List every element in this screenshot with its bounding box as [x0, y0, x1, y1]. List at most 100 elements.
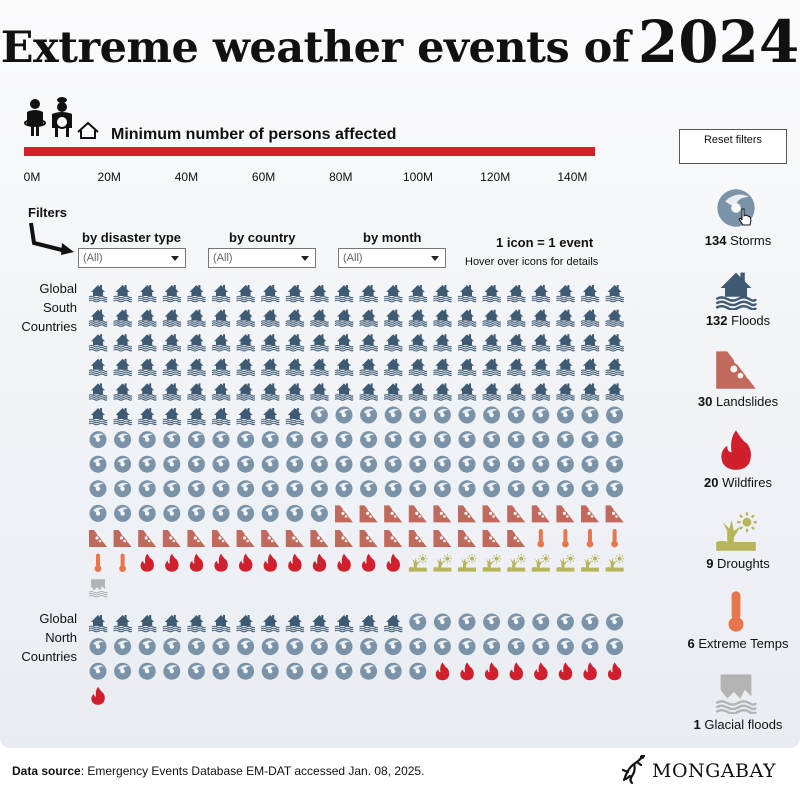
flood-icon[interactable] — [187, 285, 206, 303]
landslide-icon[interactable] — [408, 530, 427, 547]
wildfire-icon[interactable] — [583, 662, 597, 681]
landslide-icon[interactable] — [433, 530, 452, 547]
flood-icon[interactable] — [433, 285, 452, 303]
flood-icon[interactable] — [408, 334, 428, 352]
landslide-icon[interactable] — [187, 530, 206, 547]
storm-icon[interactable] — [556, 480, 574, 498]
storm-icon[interactable] — [310, 662, 328, 680]
landslide-icon[interactable] — [482, 530, 501, 547]
flood-icon[interactable] — [482, 334, 502, 352]
drought-icon[interactable] — [408, 554, 428, 572]
storm-icon[interactable] — [507, 455, 525, 473]
storm-icon[interactable] — [237, 455, 255, 473]
flood-icon[interactable] — [236, 285, 256, 303]
storm-icon[interactable] — [212, 480, 230, 498]
storm-icon[interactable] — [360, 406, 378, 424]
thermometer-icon[interactable] — [119, 553, 126, 572]
wildfire-icon[interactable] — [288, 553, 302, 572]
storm-icon[interactable] — [335, 662, 353, 680]
storm-icon[interactable] — [458, 613, 476, 631]
legend-item-storm[interactable]: 134 Storms — [676, 186, 796, 266]
flood-icon[interactable] — [580, 309, 600, 327]
storm-icon[interactable] — [606, 455, 624, 473]
storm-icon[interactable] — [261, 431, 279, 449]
flood-icon[interactable] — [236, 358, 256, 377]
flood-icon[interactable] — [383, 358, 403, 377]
storm-icon[interactable] — [483, 480, 501, 498]
flood-icon[interactable] — [359, 615, 379, 633]
flood-icon[interactable] — [408, 309, 428, 327]
storm-icon[interactable] — [581, 455, 599, 473]
filter-country-select[interactable]: (All) — [208, 248, 316, 268]
storm-icon[interactable] — [163, 504, 181, 522]
storm-icon[interactable] — [409, 406, 427, 424]
legend-item-wildfire[interactable]: 20 Wildfires — [676, 428, 796, 508]
flood-icon[interactable] — [113, 334, 133, 352]
flood-icon[interactable] — [482, 309, 502, 327]
flood-icon[interactable] — [580, 358, 600, 377]
flood-icon[interactable] — [285, 408, 305, 426]
storm-icon[interactable] — [89, 455, 107, 473]
storm-icon[interactable] — [187, 455, 205, 473]
wildfire-icon[interactable] — [337, 553, 351, 572]
filter-month-select[interactable]: (All) — [338, 248, 446, 268]
landslide-icon[interactable] — [556, 505, 575, 523]
storm-icon[interactable] — [433, 431, 451, 449]
flood-icon[interactable] — [408, 358, 428, 377]
flood-icon[interactable] — [88, 408, 108, 426]
flood-icon[interactable] — [162, 408, 182, 426]
storm-icon[interactable] — [335, 480, 353, 498]
storm-icon[interactable] — [384, 455, 402, 473]
flood-icon[interactable] — [408, 383, 428, 401]
storm-icon[interactable] — [286, 662, 304, 680]
thermometer-icon[interactable] — [586, 529, 594, 548]
landslide-icon[interactable] — [236, 530, 255, 547]
legend-item-landslide[interactable]: 30 Landslides — [676, 347, 796, 427]
storm-icon[interactable] — [556, 613, 574, 631]
flood-icon[interactable] — [482, 285, 502, 303]
storm-icon[interactable] — [163, 431, 181, 449]
wildfire-icon[interactable] — [534, 662, 548, 681]
landslide-icon[interactable] — [335, 530, 353, 547]
flood-icon[interactable] — [506, 383, 526, 401]
flood-icon[interactable] — [482, 383, 502, 401]
storm-icon[interactable] — [606, 480, 624, 498]
flood-icon[interactable] — [605, 358, 625, 377]
flood-icon[interactable] — [310, 309, 329, 327]
storm-icon[interactable] — [409, 431, 427, 449]
storm-icon[interactable] — [458, 638, 476, 656]
wildfire-icon[interactable] — [361, 553, 376, 572]
storm-icon[interactable] — [237, 504, 255, 522]
flood-icon[interactable] — [285, 383, 305, 401]
flood-icon[interactable] — [113, 309, 133, 327]
storm-icon[interactable] — [581, 431, 599, 449]
flood-icon[interactable] — [334, 383, 354, 401]
flood-icon[interactable] — [580, 334, 600, 352]
storm-icon[interactable] — [532, 455, 550, 473]
storm-icon[interactable] — [409, 480, 427, 498]
flood-icon[interactable] — [556, 285, 575, 303]
flood-icon[interactable] — [433, 383, 452, 401]
flood-icon[interactable] — [236, 334, 256, 352]
storm-icon[interactable] — [483, 613, 501, 631]
flood-icon[interactable] — [383, 309, 403, 327]
storm-icon[interactable] — [556, 406, 574, 424]
storm-icon[interactable] — [507, 613, 525, 631]
storm-icon[interactable] — [237, 431, 255, 449]
storm-icon[interactable] — [138, 480, 156, 498]
flood-icon[interactable] — [211, 615, 231, 633]
flood-icon[interactable] — [408, 285, 428, 303]
storm-icon[interactable] — [138, 455, 156, 473]
flood-icon[interactable] — [113, 285, 133, 303]
storm-icon[interactable] — [310, 406, 328, 424]
storm-icon[interactable] — [507, 431, 525, 449]
flood-icon[interactable] — [506, 334, 526, 352]
wildfire-icon[interactable] — [214, 553, 228, 572]
flood-icon[interactable] — [506, 285, 526, 303]
flood-icon[interactable] — [211, 383, 231, 401]
storm-icon[interactable] — [433, 406, 451, 424]
storm-icon[interactable] — [261, 480, 279, 498]
storm-icon[interactable] — [187, 638, 205, 656]
storm-icon[interactable] — [409, 613, 427, 631]
storm-icon[interactable] — [89, 638, 107, 656]
